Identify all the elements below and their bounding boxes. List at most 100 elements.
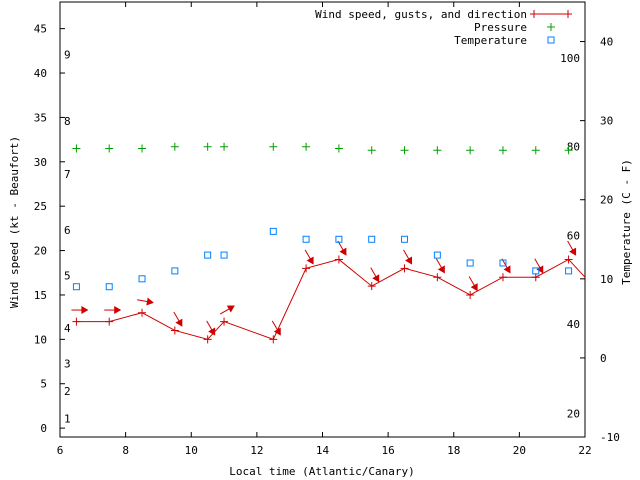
- y2-tick-label: 0: [600, 352, 607, 365]
- y2-axis-label: Temperature (C - F): [620, 159, 633, 285]
- legend: Wind speed, gusts, and directionPressure…: [315, 8, 572, 47]
- x-tick-label: 18: [447, 444, 460, 457]
- y2-tick-label: 10: [600, 273, 613, 286]
- x-tick-label: 8: [122, 444, 129, 457]
- temperature-point: [335, 235, 343, 243]
- arrow-head: [536, 265, 544, 274]
- arrow-head: [437, 265, 445, 274]
- beaufort-label: 1: [64, 412, 71, 425]
- arrow-head: [503, 265, 511, 274]
- wind-direction-arrow: [71, 306, 89, 315]
- y-tick-label: 35: [34, 111, 47, 124]
- x-tick-label: 16: [382, 444, 395, 457]
- temperature-point: [532, 267, 540, 275]
- temperature-point: [565, 267, 573, 275]
- y-tick-label: 10: [34, 333, 47, 346]
- wind-speed-point: [138, 308, 147, 317]
- temperature-point: [105, 283, 113, 291]
- legend-swatch-temperature: [547, 36, 555, 44]
- temperature-point: [220, 251, 228, 259]
- x-axis-label: Local time (Atlantic/Canary): [229, 465, 414, 478]
- wind-direction-arrow: [271, 320, 281, 336]
- x-tick-label: 6: [57, 444, 64, 457]
- temperature-point: [368, 235, 376, 243]
- pressure-point: [466, 146, 475, 155]
- pressure-point: [170, 142, 179, 151]
- x-tick-label: 12: [250, 444, 263, 457]
- pressure-point: [203, 142, 212, 151]
- beaufort-label: 5: [64, 269, 71, 282]
- temperature-point: [204, 251, 212, 259]
- wind-direction-arrow: [137, 297, 154, 306]
- temperature-point: [302, 235, 310, 243]
- temperature-point: [401, 235, 409, 243]
- beaufort-label: 6: [64, 224, 71, 237]
- x-tick-label: 14: [316, 444, 330, 457]
- beaufort-label: 7: [64, 168, 71, 181]
- temperature-point: [72, 283, 80, 291]
- legend-entry-pressure: Pressure: [474, 21, 527, 34]
- wind-direction-arrow: [534, 258, 544, 274]
- wind-speed-point: [400, 264, 409, 273]
- pressure-point: [105, 144, 114, 153]
- temperature-point: [138, 275, 146, 283]
- pressure-point: [138, 144, 147, 153]
- wind-direction-arrow: [370, 267, 380, 283]
- fahrenheit-label: 40: [567, 318, 580, 331]
- y-tick-label: 0: [40, 422, 47, 435]
- y-tick-label: 15: [34, 289, 47, 302]
- wind-direction-arrow: [567, 240, 577, 256]
- pressure-point: [220, 142, 229, 151]
- wind-speed-point: [72, 317, 81, 326]
- wind-direction-arrow: [104, 306, 122, 315]
- pressure-point: [302, 142, 311, 151]
- wind-speed-point: [220, 317, 229, 326]
- temperature-point: [499, 259, 507, 267]
- arrow-head: [208, 327, 216, 336]
- pressure-point: [400, 146, 409, 155]
- pressure-point: [334, 144, 343, 153]
- y-tick-label: 30: [34, 156, 47, 169]
- wind-speed-point: [203, 335, 212, 344]
- arrow-head: [114, 306, 122, 315]
- wind-direction-arrow: [435, 258, 445, 274]
- arrow-head: [372, 274, 380, 283]
- pressure-point: [367, 146, 376, 155]
- wind-direction-arrow: [304, 249, 314, 265]
- wind-direction-arrow: [219, 305, 235, 315]
- y-tick-label: 25: [34, 200, 47, 213]
- wind-speed-point: [466, 290, 475, 299]
- y-tick-label: 5: [40, 378, 47, 391]
- legend-entry-wind: Wind speed, gusts, and direction: [315, 8, 527, 21]
- wind-speed-point: [367, 282, 376, 291]
- beaufort-label: 8: [64, 115, 71, 128]
- wind-speed-point: [531, 273, 540, 282]
- arrow-head: [470, 283, 478, 292]
- beaufort-label: 3: [64, 357, 71, 370]
- plot-frame: [59, 1, 586, 438]
- y-axis-label: Wind speed (kt - Beaufort): [8, 136, 21, 308]
- pressure-point: [72, 144, 81, 153]
- wind-speed-point: [498, 273, 507, 282]
- arrow-head: [339, 247, 347, 256]
- arrow-head: [306, 256, 314, 265]
- wind-direction-arrow: [468, 276, 478, 292]
- axis-ticks: 6 8 10 12 14 16 18 20 22051015202530354045-10010…: [34, 2, 620, 457]
- wind-speed-point: [269, 335, 278, 344]
- temperature-point: [433, 251, 441, 259]
- fahrenheit-label: 60: [567, 229, 580, 242]
- wind-speed-point: [105, 317, 114, 326]
- legend-swatch-pressure: [547, 23, 555, 31]
- temperature-point: [466, 259, 474, 267]
- legend-swatch-wind-tick: [530, 10, 538, 18]
- y2-tick-label: 40: [600, 36, 613, 49]
- wind-direction-arrow: [173, 311, 183, 327]
- wind-speed-point: [564, 255, 573, 264]
- pressure-point: [531, 146, 540, 155]
- temperature-point: [269, 227, 277, 235]
- y-tick-label: 40: [34, 67, 47, 80]
- beaufort-label: 9: [64, 48, 71, 61]
- legend-entry-temperature: Temperature: [454, 34, 527, 47]
- temperature-point: [171, 267, 179, 275]
